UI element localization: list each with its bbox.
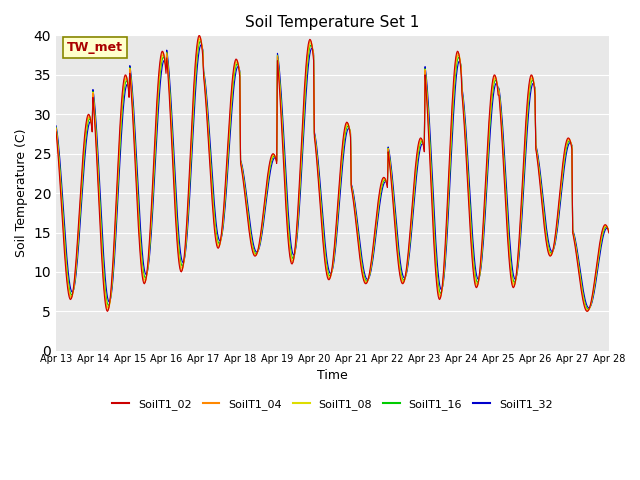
SoilT1_04 <box>401 278 408 284</box>
SoilT1_04 <box>52 126 60 132</box>
SoilT1_32 <box>401 275 408 281</box>
Legend: SoilT1_02, SoilT1_04, SoilT1_08, SoilT1_16, SoilT1_32: SoilT1_02, SoilT1_04, SoilT1_08, SoilT1_… <box>108 395 557 415</box>
Line: SoilT1_08: SoilT1_08 <box>56 39 609 310</box>
SoilT1_16 <box>401 277 408 283</box>
SoilT1_16 <box>119 99 127 105</box>
SoilT1_04 <box>62 264 70 270</box>
SoilT1_02 <box>401 278 408 284</box>
SoilT1_32 <box>62 243 70 249</box>
SoilT1_08 <box>196 36 204 42</box>
SoilT1_16 <box>584 306 592 312</box>
SoilT1_08 <box>417 138 424 144</box>
SoilT1_16 <box>62 254 70 260</box>
SoilT1_02 <box>584 309 591 314</box>
SoilT1_08 <box>62 260 70 265</box>
SoilT1_08 <box>205 138 213 144</box>
SoilT1_32 <box>52 123 60 129</box>
Line: SoilT1_02: SoilT1_02 <box>56 36 609 312</box>
SoilT1_16 <box>605 228 612 234</box>
Line: SoilT1_04: SoilT1_04 <box>56 36 609 311</box>
SoilT1_02 <box>52 129 60 135</box>
SoilT1_02 <box>195 33 203 38</box>
X-axis label: Time: Time <box>317 369 348 382</box>
SoilT1_32 <box>585 305 593 311</box>
SoilT1_32 <box>198 42 205 48</box>
SoilT1_02 <box>605 230 612 236</box>
SoilT1_32 <box>119 111 127 117</box>
SoilT1_08 <box>175 251 183 257</box>
SoilT1_04 <box>119 88 127 94</box>
SoilT1_32 <box>205 123 213 129</box>
SoilT1_32 <box>605 227 612 233</box>
SoilT1_16 <box>417 140 424 146</box>
SoilT1_16 <box>205 134 213 140</box>
SoilT1_08 <box>401 278 408 284</box>
SoilT1_08 <box>119 94 127 99</box>
SoilT1_02 <box>417 135 424 141</box>
SoilT1_04 <box>605 228 612 234</box>
SoilT1_08 <box>605 228 612 234</box>
Line: SoilT1_32: SoilT1_32 <box>56 45 609 308</box>
Text: TW_met: TW_met <box>67 41 123 54</box>
SoilT1_02 <box>119 83 127 89</box>
SoilT1_04 <box>584 308 591 314</box>
SoilT1_02 <box>205 150 213 156</box>
Title: Soil Temperature Set 1: Soil Temperature Set 1 <box>245 15 420 30</box>
Y-axis label: Soil Temperature (C): Soil Temperature (C) <box>15 129 28 257</box>
SoilT1_04 <box>417 136 424 142</box>
Line: SoilT1_16: SoilT1_16 <box>56 41 609 309</box>
SoilT1_16 <box>175 246 183 252</box>
SoilT1_08 <box>584 307 592 313</box>
SoilT1_02 <box>62 270 70 276</box>
SoilT1_04 <box>205 143 213 148</box>
SoilT1_08 <box>52 125 60 131</box>
SoilT1_16 <box>52 124 60 130</box>
SoilT1_32 <box>175 235 183 240</box>
SoilT1_16 <box>196 38 204 44</box>
SoilT1_04 <box>175 256 183 262</box>
SoilT1_04 <box>196 34 204 39</box>
SoilT1_02 <box>175 261 183 267</box>
SoilT1_32 <box>417 145 424 151</box>
